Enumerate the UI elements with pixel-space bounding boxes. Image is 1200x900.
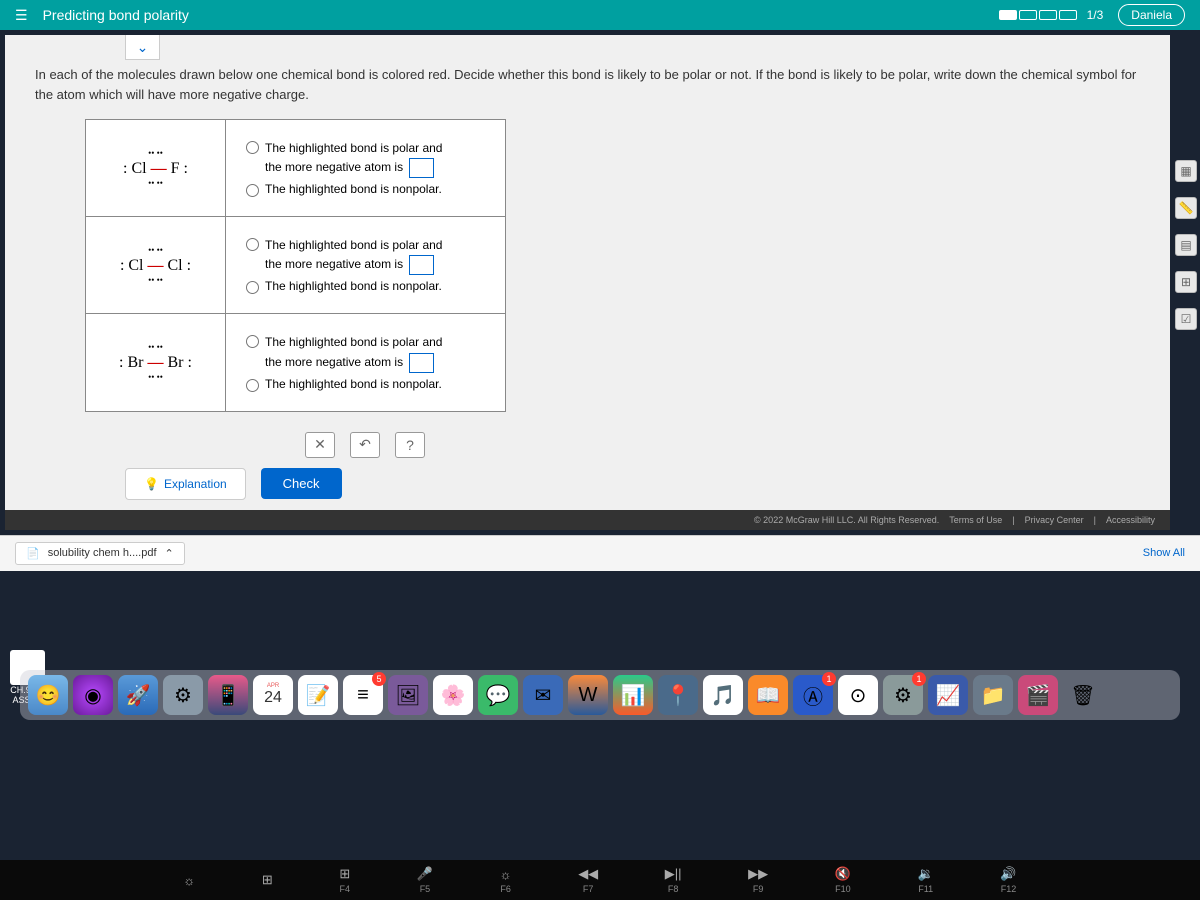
calendar-icon[interactable]: APR 24 [253,675,293,715]
options-cell: The highlighted bond is polar and the mo… [226,120,506,217]
molecule-table: •• •• : Cl — F : •• •• The highlighted b… [85,119,506,412]
menu-icon[interactable]: ☰ [15,7,28,24]
progress-indicator [999,10,1077,20]
app-icon[interactable]: 📱 [208,675,248,715]
photos-icon[interactable]: 🖼 [388,675,428,715]
dock: 😊 ◉ 🚀 ⚙ 📱 APR 24 📝 5≡ 🖼 🌸 💬 ✉ W 📊 📍 🎵 📖 … [20,670,1180,720]
f6-key: ☼F6 [500,867,512,894]
f5-key: 🎤F5 [417,866,433,894]
lightbulb-icon: 💡 [144,477,159,491]
explanation-button[interactable]: 💡 Explanation [125,468,246,500]
options-cell: The highlighted bond is polar and the mo… [226,217,506,314]
mission-key: ⊞ [262,872,273,888]
progress-text: 1/3 [1087,8,1104,22]
word-icon[interactable]: W [568,675,608,715]
settings-icon[interactable]: ⚙ [163,675,203,715]
undo-button[interactable]: ↶ [350,432,380,458]
show-all-link[interactable]: Show All [1143,547,1185,559]
nonpolar-radio[interactable] [246,281,259,294]
polar-radio[interactable] [246,238,259,251]
f7-key: ◀◀F7 [578,866,598,894]
books-icon[interactable]: 📖 [748,675,788,715]
photos2-icon[interactable]: 🌸 [433,675,473,715]
charts-icon[interactable]: 📊 [613,675,653,715]
download-item[interactable]: 📄 solubility chem h....pdf ⌃ [15,542,185,565]
chevron-down-icon: ⌄ [137,39,149,56]
table-row: •• •• : Br — Br : •• •• The highlighted … [86,314,506,411]
molecule-cell: •• •• : Br — Br : •• •• [86,314,226,411]
atom-input[interactable] [409,353,434,373]
dropdown-tab[interactable]: ⌄ [125,35,160,60]
options-cell: The highlighted bond is polar and the mo… [226,314,506,411]
notes-icon[interactable]: 📝 [298,675,338,715]
ruler-icon[interactable]: 📏 [1175,197,1197,219]
periodic-icon[interactable]: ▤ [1175,234,1197,256]
folder-icon[interactable]: 📁 [973,675,1013,715]
f10-key: 🔇F10 [835,866,851,894]
movie-icon[interactable]: 🎬 [1018,675,1058,715]
keyboard: ☼ ⊞ ⊞F4 🎤F5 ☼F6 ◀◀F7 ▶||F8 ▶▶F9 🔇F10 🔉F1… [0,860,1200,900]
help-button[interactable]: ? [395,432,425,458]
molecule-cell: •• •• : Cl — F : •• •• [86,120,226,217]
launchpad-icon[interactable]: 🚀 [118,675,158,715]
check-button[interactable]: Check [261,468,342,499]
f9-key: ▶▶F9 [748,866,768,894]
table-icon[interactable]: ⊞ [1175,271,1197,293]
chrome-icon[interactable]: ⊙ [838,675,878,715]
instructions-text: In each of the molecules drawn below one… [5,35,1170,119]
graph-icon[interactable]: 📈 [928,675,968,715]
appstore-icon[interactable]: 1Ⓐ [793,675,833,715]
privacy-link[interactable]: Privacy Center [1025,515,1084,525]
music-icon[interactable]: 🎵 [703,675,743,715]
atom-input[interactable] [409,158,434,178]
right-toolbar: ▦ 📏 ▤ ⊞ ☑ [1175,160,1197,330]
atom-input[interactable] [409,255,434,275]
finder-icon[interactable]: 😊 [28,675,68,715]
calculator-icon[interactable]: ▦ [1175,160,1197,182]
polar-radio[interactable] [246,141,259,154]
download-bar: 📄 solubility chem h....pdf ⌃ Show All [0,535,1200,571]
trash-icon[interactable]: 🗑 [1063,675,1103,715]
app2-icon[interactable]: 📍 [658,675,698,715]
check-icon[interactable]: ☑ [1175,308,1197,330]
reminders-icon[interactable]: 5≡ [343,675,383,715]
f8-key: ▶||F8 [665,866,682,894]
mail-icon[interactable]: ✉ [523,675,563,715]
messages-icon[interactable]: 💬 [478,675,518,715]
f4-key: ⊞F4 [339,866,350,894]
settings2-icon[interactable]: 1⚙ [883,675,923,715]
polar-radio[interactable] [246,335,259,348]
clear-button[interactable]: ✕ [305,432,335,458]
brightness-key: ☼ [183,873,195,888]
page-title: Predicting bond polarity [43,7,999,23]
accessibility-link[interactable]: Accessibility [1106,515,1155,525]
table-row: •• •• : Cl — F : •• •• The highlighted b… [86,120,506,217]
table-row: •• •• : Cl — Cl : •• •• The highlighted … [86,217,506,314]
nonpolar-radio[interactable] [246,379,259,392]
f11-key: 🔉F11 [918,866,934,894]
nonpolar-radio[interactable] [246,184,259,197]
terms-link[interactable]: Terms of Use [949,515,1002,525]
chevron-up-icon: ⌃ [165,547,174,560]
f12-key: 🔊F12 [1000,866,1016,894]
molecule-cell: •• •• : Cl — Cl : •• •• [86,217,226,314]
pdf-icon: 📄 [26,547,40,560]
footer: © 2022 McGraw Hill LLC. All Rights Reser… [5,510,1170,530]
siri-icon[interactable]: ◉ [73,675,113,715]
user-badge[interactable]: Daniela [1118,4,1185,26]
